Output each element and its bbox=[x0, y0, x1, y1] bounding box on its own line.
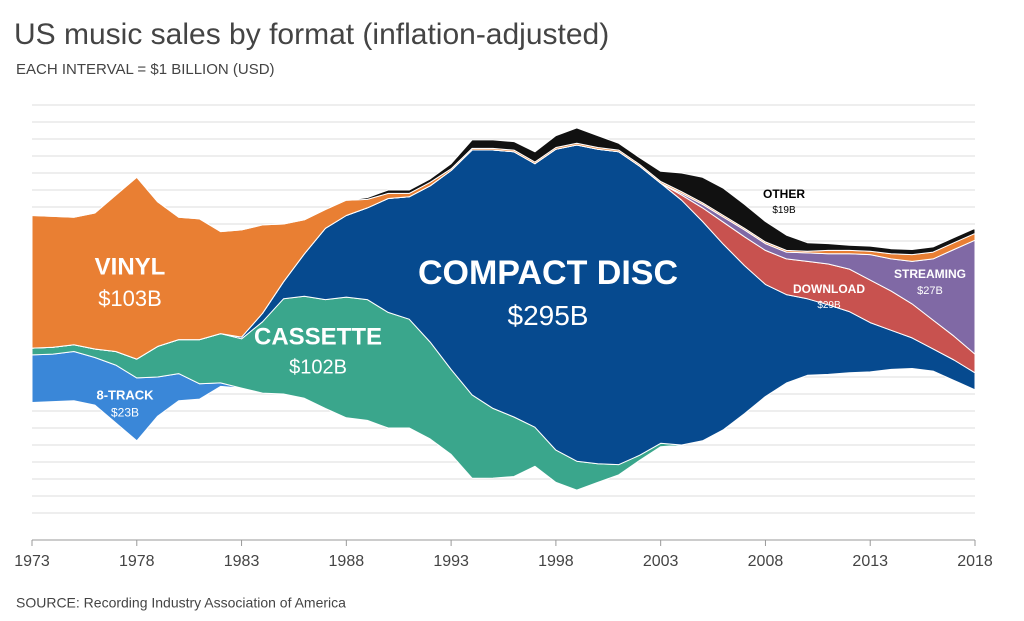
chart-subtitle: EACH INTERVAL = $1 BILLION (USD) bbox=[16, 61, 275, 78]
x-tick-label: 2003 bbox=[643, 553, 679, 570]
series-label: CASSETTE bbox=[254, 323, 382, 350]
x-tick-label: 1998 bbox=[538, 553, 574, 570]
series-total: $295B bbox=[508, 300, 589, 331]
x-tick-label: 2013 bbox=[852, 553, 888, 570]
series-total: $102B bbox=[289, 357, 347, 379]
series-total: $29B bbox=[817, 300, 841, 311]
series-total: $103B bbox=[98, 286, 162, 311]
stream-area bbox=[31, 127, 976, 256]
chart-title: US music sales by format (inflation-adju… bbox=[14, 18, 609, 51]
series-total: $27B bbox=[917, 285, 943, 297]
series-label: STREAMING bbox=[894, 267, 966, 281]
x-tick-label: 1973 bbox=[14, 553, 50, 570]
series-label: DOWNLOAD bbox=[793, 282, 865, 296]
series-total: $19B bbox=[772, 205, 796, 216]
series-label: 8-TRACK bbox=[96, 387, 154, 402]
source-note: SOURCE: Recording Industry Association o… bbox=[16, 595, 346, 611]
x-tick-label: 1983 bbox=[224, 553, 260, 570]
x-tick-label: 2018 bbox=[957, 553, 993, 570]
series-total: $23B bbox=[111, 406, 139, 420]
x-tick-label: 1978 bbox=[119, 553, 155, 570]
stream-layers bbox=[31, 127, 976, 491]
x-tick-label: 2008 bbox=[748, 553, 784, 570]
x-tick-label: 1988 bbox=[329, 553, 365, 570]
series-label: VINYL bbox=[95, 253, 166, 280]
series-label: COMPACT DISC bbox=[418, 254, 678, 292]
series-label: OTHER bbox=[763, 187, 805, 201]
x-tick-label: 1993 bbox=[433, 553, 469, 570]
